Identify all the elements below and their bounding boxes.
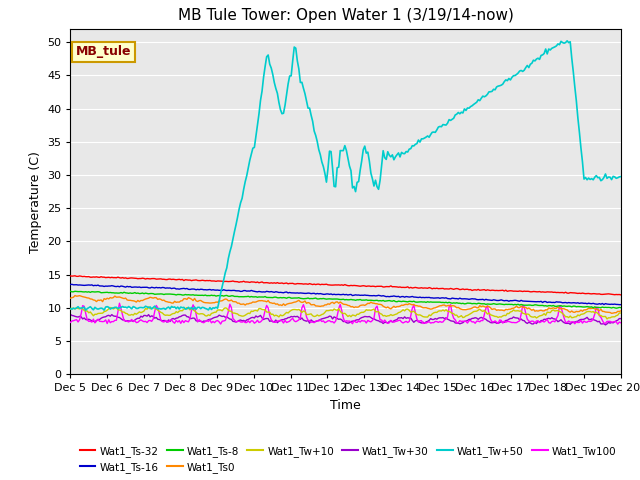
X-axis label: Time: Time: [330, 399, 361, 412]
Text: MB_tule: MB_tule: [76, 46, 131, 59]
Legend: Wat1_Ts-32, Wat1_Ts-16, Wat1_Ts-8, Wat1_Ts0, Wat1_Tw+10, Wat1_Tw+30, Wat1_Tw+50,: Wat1_Ts-32, Wat1_Ts-16, Wat1_Ts-8, Wat1_…: [76, 442, 621, 477]
Y-axis label: Temperature (C): Temperature (C): [29, 151, 42, 252]
Title: MB Tule Tower: Open Water 1 (3/19/14-now): MB Tule Tower: Open Water 1 (3/19/14-now…: [178, 9, 513, 24]
